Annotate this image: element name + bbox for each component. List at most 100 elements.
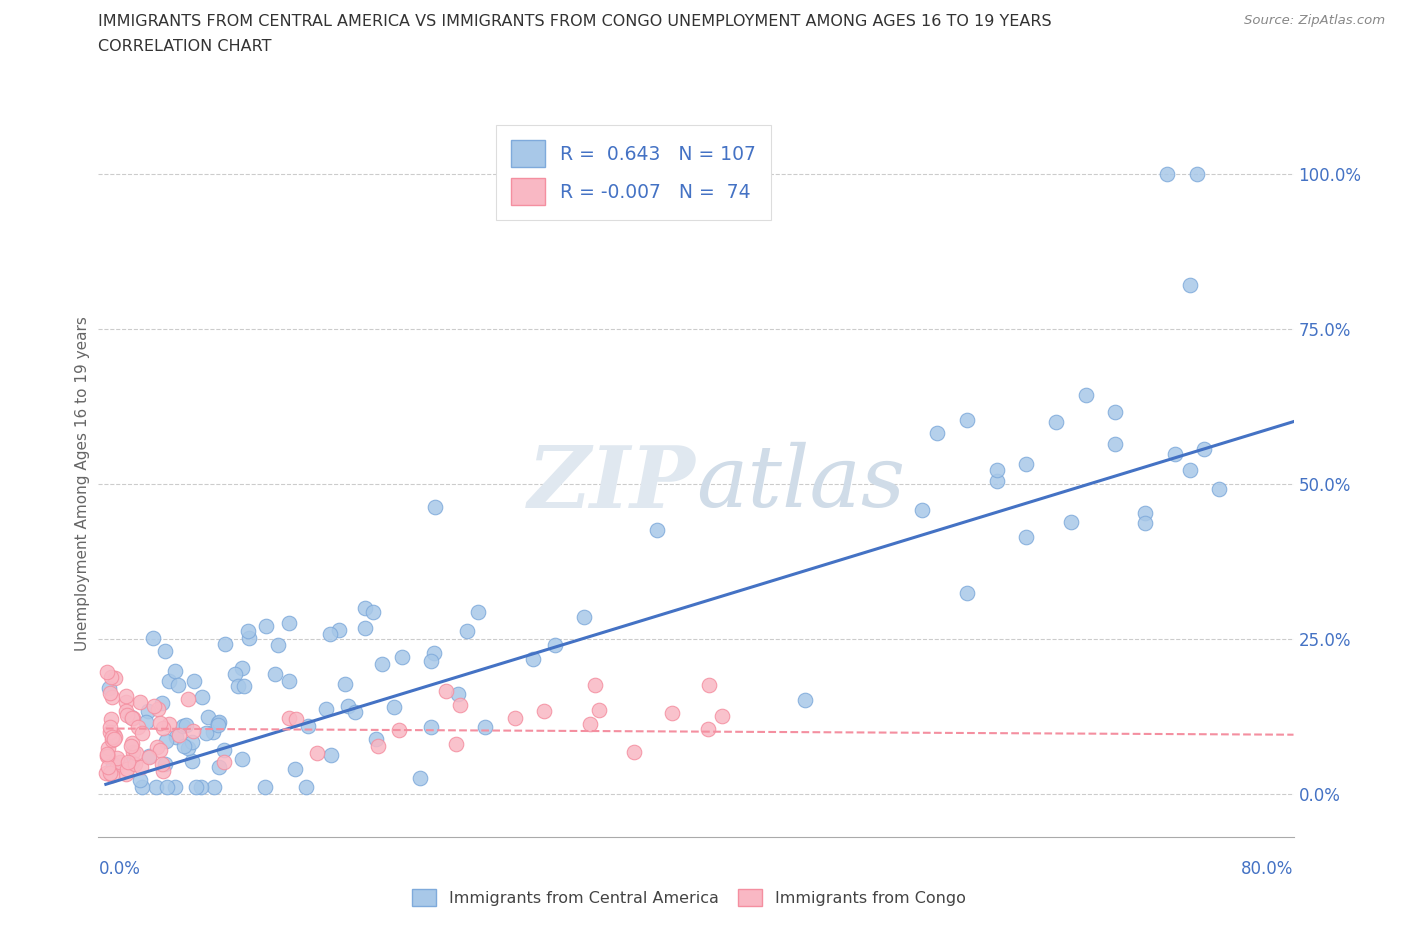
Point — [305, 745, 328, 760]
Point — [254, 780, 277, 795]
Point — [100, 685, 122, 700]
Point — [115, 695, 138, 710]
Point — [138, 749, 160, 764]
Point — [623, 744, 645, 759]
Point — [456, 623, 478, 638]
Point — [145, 739, 167, 754]
Point — [212, 755, 235, 770]
Point — [697, 722, 720, 737]
Point — [238, 631, 260, 645]
Point — [181, 754, 204, 769]
Point — [408, 771, 430, 786]
Point — [710, 709, 733, 724]
Point — [127, 720, 149, 735]
Point — [165, 729, 187, 744]
Point — [128, 773, 150, 788]
Point — [115, 703, 138, 718]
Point — [115, 708, 138, 723]
Point — [297, 719, 319, 734]
Point — [148, 702, 170, 717]
Point — [197, 710, 219, 724]
Point — [149, 743, 172, 758]
Point — [319, 627, 342, 642]
Point — [1074, 387, 1097, 402]
Point — [319, 747, 342, 762]
Point — [136, 704, 159, 719]
Text: ZIP: ZIP — [529, 442, 696, 525]
Point — [1185, 166, 1208, 181]
Point — [152, 721, 174, 736]
Point — [103, 727, 125, 742]
Point — [367, 738, 389, 753]
Point — [434, 684, 457, 698]
Point — [1015, 456, 1038, 471]
Point — [103, 756, 125, 771]
Point — [579, 716, 602, 731]
Point — [121, 711, 143, 725]
Point — [333, 676, 356, 691]
Point — [97, 749, 120, 764]
Point — [446, 737, 468, 751]
Legend: R =  0.643   N = 107, R = -0.007   N =  74: R = 0.643 N = 107, R = -0.007 N = 74 — [496, 126, 770, 219]
Legend: Immigrants from Central America, Immigrants from Congo: Immigrants from Central America, Immigra… — [406, 883, 972, 912]
Point — [120, 738, 142, 753]
Text: 80.0%: 80.0% — [1241, 860, 1294, 878]
Point — [172, 719, 194, 734]
Point — [149, 716, 172, 731]
Y-axis label: Unemployment Among Ages 16 to 19 years: Unemployment Among Ages 16 to 19 years — [75, 316, 90, 651]
Point — [344, 705, 367, 720]
Point — [956, 586, 979, 601]
Point — [353, 620, 375, 635]
Point — [422, 645, 444, 660]
Point — [278, 673, 301, 688]
Point — [98, 765, 121, 780]
Point — [212, 742, 235, 757]
Point — [911, 502, 934, 517]
Point — [98, 720, 121, 735]
Point — [986, 474, 1008, 489]
Point — [1133, 506, 1156, 521]
Point — [135, 714, 157, 729]
Point — [793, 693, 815, 708]
Point — [467, 604, 489, 619]
Point — [661, 705, 683, 720]
Point — [202, 779, 225, 794]
Point — [129, 694, 152, 709]
Text: IMMIGRANTS FROM CENTRAL AMERICA VS IMMIGRANTS FROM CONGO UNEMPLOYMENT AMONG AGES: IMMIGRANTS FROM CENTRAL AMERICA VS IMMIG… — [98, 14, 1052, 29]
Point — [145, 780, 167, 795]
Point — [588, 703, 610, 718]
Point — [96, 759, 118, 774]
Point — [150, 695, 173, 710]
Point — [177, 692, 200, 707]
Point — [190, 780, 212, 795]
Point — [533, 704, 555, 719]
Point — [267, 637, 290, 652]
Point — [122, 711, 145, 725]
Text: 0.0%: 0.0% — [98, 860, 141, 878]
Point — [1194, 442, 1216, 457]
Point — [181, 724, 204, 738]
Point — [156, 780, 179, 795]
Point — [131, 725, 153, 740]
Point — [177, 740, 200, 755]
Point — [101, 767, 124, 782]
Point — [96, 740, 118, 755]
Point — [236, 623, 259, 638]
Point — [1178, 278, 1201, 293]
Point — [207, 715, 229, 730]
Point — [129, 760, 152, 775]
Point — [645, 523, 668, 538]
Point — [194, 725, 217, 740]
Point — [1156, 166, 1178, 181]
Point — [364, 732, 387, 747]
Point — [96, 747, 118, 762]
Point — [121, 735, 143, 750]
Point — [103, 732, 125, 747]
Point — [152, 764, 174, 778]
Point — [100, 711, 122, 726]
Point — [142, 631, 165, 645]
Point — [233, 679, 256, 694]
Point — [98, 724, 121, 739]
Point — [1164, 446, 1187, 461]
Point — [382, 699, 405, 714]
